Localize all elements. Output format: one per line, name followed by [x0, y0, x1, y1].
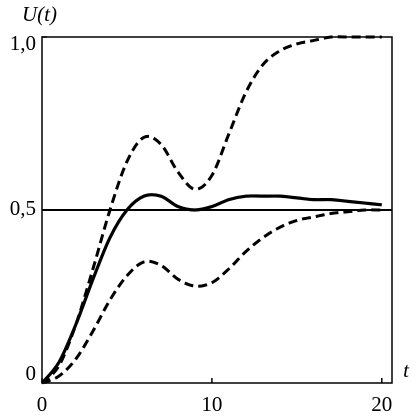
y-tick-label: 1,0 — [10, 31, 36, 55]
x-tick-label: 10 — [201, 392, 222, 416]
line-series — [41, 208, 382, 385]
x-tick-label: 0 — [37, 392, 48, 416]
line-series — [40, 35, 382, 385]
x-axis-label: t — [403, 358, 410, 382]
y-axis-label: U(t) — [22, 2, 57, 26]
x-tick-label: 20 — [371, 392, 392, 416]
y-tick-label: 0,5 — [10, 196, 36, 220]
y-tick-label: 0 — [26, 361, 37, 385]
line-series — [40, 193, 382, 385]
